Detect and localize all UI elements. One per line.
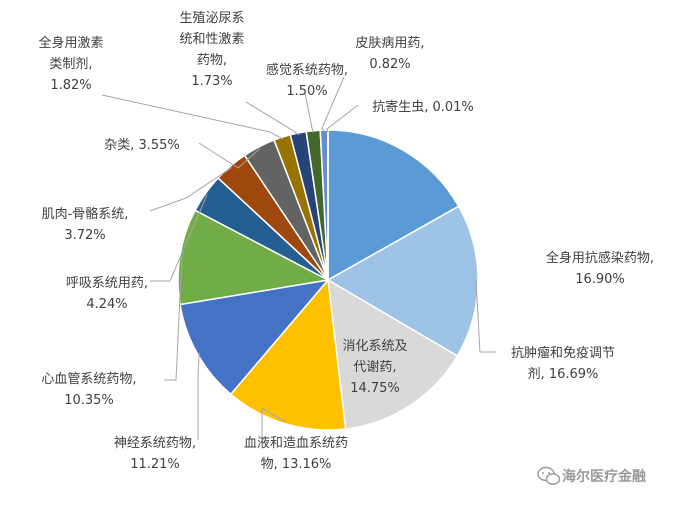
leader-line xyxy=(198,142,261,169)
data-label-line: 心血管系统药物, xyxy=(41,372,136,387)
leader-line xyxy=(261,407,286,440)
data-label-line: 药物, xyxy=(197,53,227,68)
wechat-icon xyxy=(537,466,561,485)
data-label-line: 消化系统及 xyxy=(342,339,407,354)
leader-line xyxy=(197,352,200,440)
data-label: 皮肤病用药, 0.82% xyxy=(355,36,424,72)
leader-line xyxy=(321,76,345,133)
data-label-line: 类制剂, xyxy=(49,57,92,72)
data-label: 生殖泌尿系统和性激素药物, 1.73% xyxy=(179,10,244,89)
data-label: 抗寄生虫, 0.01% xyxy=(372,99,474,115)
pie-slice xyxy=(229,278,347,431)
data-label: 肌肉-骨骼系统, 3.72% xyxy=(42,206,129,243)
watermark: 海尔医疗金融 xyxy=(537,466,646,485)
data-label: 消化系统及代谢药, 14.75% xyxy=(342,339,407,396)
pie-slice xyxy=(179,278,330,396)
data-label-line: 3.72% xyxy=(64,228,105,243)
data-label: 杂类, 3.55% xyxy=(104,138,180,153)
data-label-line: 皮肤病用药, xyxy=(355,36,424,51)
data-label-line: 肌肉-骨骼系统, xyxy=(42,206,129,222)
data-label-line: 10.35% xyxy=(64,393,114,408)
pie-slice xyxy=(327,129,460,282)
data-label: 感觉系统药物, 1.50% xyxy=(266,62,348,99)
data-label: 全身用激素类制剂, 1.82% xyxy=(38,35,103,93)
data-label-line: 呼吸系统用药, xyxy=(66,276,148,291)
data-label-line: 1.82% xyxy=(50,78,91,93)
watermark-text: 海尔医疗金融 xyxy=(562,468,646,485)
leader-line xyxy=(150,194,208,282)
data-label-line: 16.90% xyxy=(575,272,625,287)
leader-line xyxy=(326,104,359,133)
data-label-line: 神经系统药物, xyxy=(114,436,196,451)
leader-line xyxy=(245,101,299,136)
data-label-line: 感觉系统药物, xyxy=(266,62,348,78)
data-label: 心血管系统药物, 10.35% xyxy=(41,372,136,408)
data-label-line: 血液和造血系统药 xyxy=(244,436,348,451)
data-label-line: 全身用激素 xyxy=(38,35,103,51)
data-label-line: 抗肿瘤和免疫调节 xyxy=(511,345,615,361)
data-label-line: 全身用抗感染药物, xyxy=(546,250,654,266)
data-label-line: 统和性激素 xyxy=(179,32,244,47)
leader-line xyxy=(149,166,233,212)
data-label-line: 杂类, 3.55% xyxy=(104,138,180,153)
data-label-line: 4.24% xyxy=(86,297,127,312)
leader-line xyxy=(164,256,183,381)
data-label-line: 11.21% xyxy=(130,457,180,472)
leader-line xyxy=(101,94,283,140)
pie-slice xyxy=(327,278,459,430)
data-label-line: 1.73% xyxy=(191,74,232,89)
leader-line xyxy=(475,281,496,353)
data-label: 呼吸系统用药, 4.24% xyxy=(66,276,148,312)
data-label-line: 物, 13.16% xyxy=(261,457,332,472)
data-label: 抗肿瘤和免疫调节剂, 16.69% xyxy=(511,345,615,382)
data-label-line: 剂, 16.69% xyxy=(528,367,599,382)
pie-slice xyxy=(326,205,479,357)
data-label: 神经系统药物, 11.21% xyxy=(114,436,196,472)
data-label-line: 抗寄生虫, 0.01% xyxy=(372,99,474,115)
data-label-line: 14.75% xyxy=(350,381,400,396)
data-label: 血液和造血系统药物, 13.16% xyxy=(244,436,348,472)
leader-line xyxy=(304,92,314,133)
data-label-line: 0.82% xyxy=(369,57,410,72)
data-label-line: 代谢药, xyxy=(353,359,396,375)
data-label: 全身用抗感染药物, 16.90% xyxy=(546,250,654,287)
data-label-line: 1.50% xyxy=(286,84,327,99)
data-label-line: 生殖泌尿系 xyxy=(179,10,244,26)
